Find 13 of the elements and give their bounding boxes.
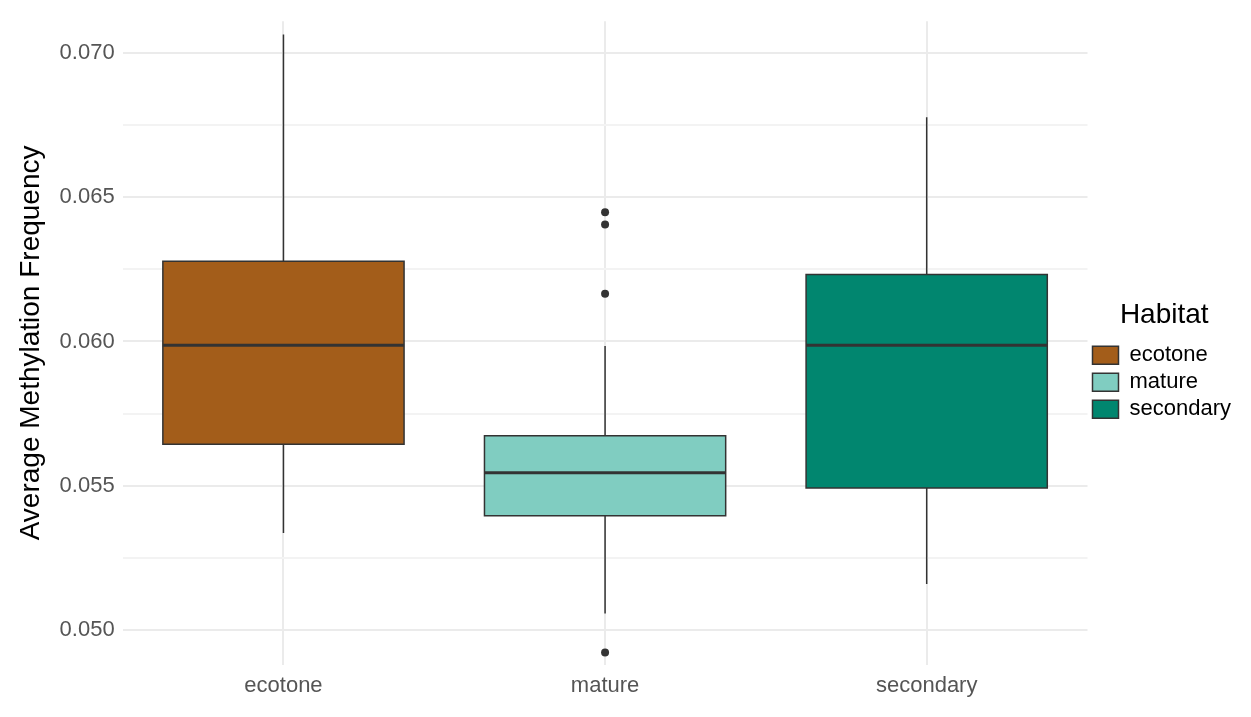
y-tick-label: 0.065 <box>59 183 115 209</box>
x-tick-label: ecotone <box>244 671 323 697</box>
y-tick-label: 0.070 <box>59 39 115 64</box>
y-tick-label: 0.055 <box>59 471 115 497</box>
legend-label: mature <box>1129 368 1198 394</box>
legend-label: secondary <box>1129 395 1232 421</box>
y-tick-label: 0.050 <box>59 616 115 642</box>
x-tick-label: mature <box>570 671 640 697</box>
y-axis-title: Average Methylation Frequency <box>13 145 45 541</box>
legend-title: Habitat <box>1119 298 1209 330</box>
x-tick-label: secondary <box>875 671 978 697</box>
legend-label: ecotone <box>1129 341 1208 367</box>
y-tick-label: 0.060 <box>59 327 115 353</box>
